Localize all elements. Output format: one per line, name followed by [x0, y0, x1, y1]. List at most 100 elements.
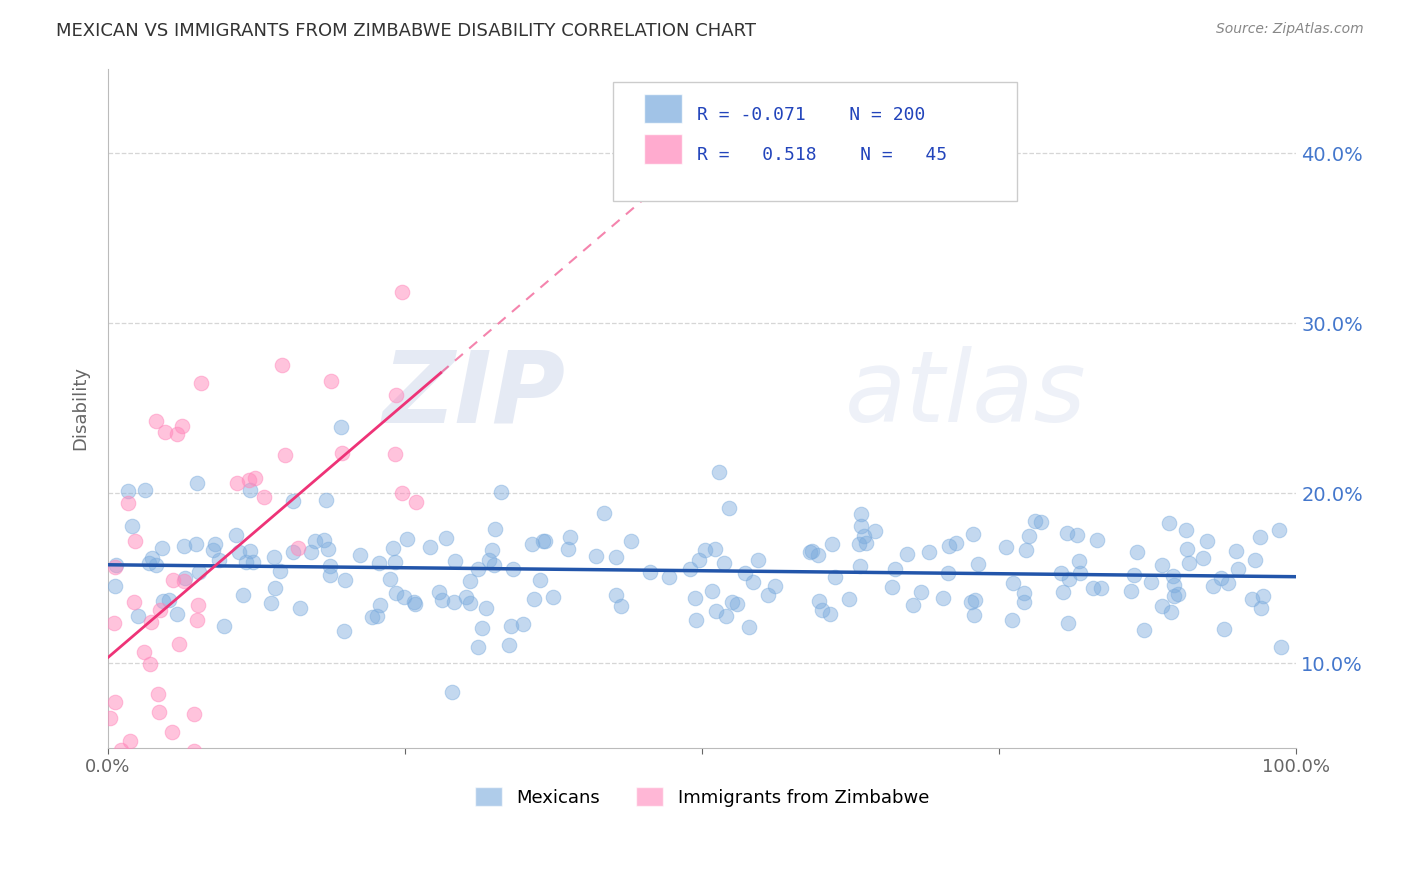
Point [1066, 528, 1088, 542]
Point [1251, 589, 1274, 603]
Point [498, 638, 520, 652]
Point [1202, 580, 1225, 594]
Point [896, 547, 918, 561]
Point [1126, 545, 1149, 559]
Point [695, 542, 717, 557]
Point [1057, 572, 1080, 586]
Point [1250, 601, 1272, 615]
Point [152, 594, 174, 608]
Point [134, 483, 156, 497]
Text: R =   0.518    N =   45: R = 0.518 N = 45 [697, 146, 948, 164]
Point [232, 588, 254, 602]
Point [824, 570, 846, 584]
Text: ZIP: ZIP [382, 346, 565, 443]
Point [103, 615, 125, 630]
Point [392, 591, 415, 605]
Point [396, 533, 419, 547]
Point [959, 595, 981, 609]
Point [238, 473, 260, 487]
Point [741, 575, 763, 590]
Point [134, 645, 156, 659]
Point [683, 591, 706, 605]
Point [239, 483, 262, 498]
Point [620, 533, 643, 548]
Point [849, 518, 872, 533]
Point [202, 543, 225, 558]
Point [157, 593, 180, 607]
Point [149, 603, 172, 617]
Point [1249, 530, 1271, 544]
Point [316, 542, 339, 557]
Point [169, 637, 191, 651]
Point [848, 537, 870, 551]
Point [1012, 586, 1035, 600]
Point [713, 556, 735, 570]
Legend: Mexicans, Immigrants from Zimbabwe: Mexicans, Immigrants from Zimbabwe [468, 780, 936, 814]
Point [98, 711, 121, 725]
Point [849, 558, 872, 573]
Point [605, 588, 627, 602]
Point [349, 548, 371, 562]
Point [1067, 554, 1090, 568]
Point [124, 533, 146, 548]
Point [747, 553, 769, 567]
Point [166, 427, 188, 442]
Point [484, 522, 506, 536]
Point [381, 541, 404, 555]
Point [1090, 581, 1112, 595]
Point [385, 388, 408, 402]
Point [1244, 553, 1267, 567]
Point [1029, 515, 1052, 529]
Point [1014, 595, 1036, 609]
Point [110, 743, 132, 757]
Point [138, 556, 160, 570]
Point [853, 529, 876, 543]
Point [235, 555, 257, 569]
Point [863, 524, 886, 539]
Point [141, 758, 163, 772]
Point [319, 374, 342, 388]
Point [718, 500, 741, 515]
Point [184, 537, 207, 551]
Point [963, 608, 986, 623]
Point [1119, 583, 1142, 598]
FancyBboxPatch shape [613, 82, 1017, 201]
Point [714, 609, 737, 624]
Point [945, 536, 967, 550]
Point [104, 695, 127, 709]
Point [706, 604, 728, 618]
Point [141, 550, 163, 565]
Point [703, 541, 725, 556]
Point [312, 533, 335, 547]
Point [1001, 576, 1024, 591]
Point [994, 540, 1017, 554]
Point [1163, 589, 1185, 603]
Point [405, 495, 427, 509]
Point [901, 599, 924, 613]
Point [335, 574, 357, 588]
Point [818, 607, 841, 621]
FancyBboxPatch shape [644, 94, 682, 123]
Point [264, 581, 287, 595]
Point [966, 558, 988, 572]
Point [720, 594, 742, 608]
Point [918, 544, 941, 558]
Point [838, 591, 860, 606]
Point [738, 620, 761, 634]
Point [799, 545, 821, 559]
Point [1001, 613, 1024, 627]
Point [242, 555, 264, 569]
Point [734, 566, 756, 580]
Point [173, 574, 195, 589]
Point [263, 550, 285, 565]
Point [212, 619, 235, 633]
Point [531, 534, 554, 549]
Point [523, 592, 546, 607]
Point [269, 564, 291, 578]
Point [207, 553, 229, 567]
Point [529, 573, 551, 587]
Point [188, 565, 211, 579]
Point [470, 621, 492, 635]
Point [139, 615, 162, 629]
Point [105, 558, 128, 572]
